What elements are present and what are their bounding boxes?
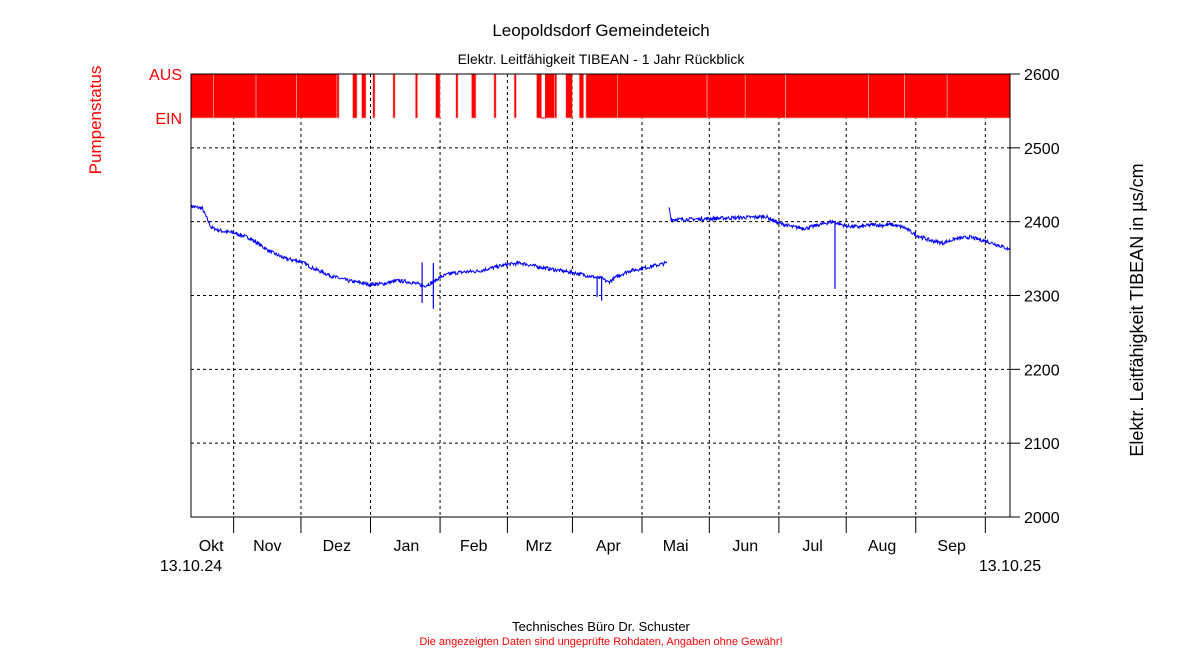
chart-title: Leopoldsdorf Gemeindeteich <box>492 21 709 40</box>
pump-on-bar <box>296 73 338 119</box>
pump-on-bar <box>352 73 358 119</box>
x-tick-label: Mrz <box>525 538 552 555</box>
pump-on-bar <box>213 73 257 119</box>
pump-on-bar <box>785 73 869 119</box>
pump-status-bars <box>190 73 1011 119</box>
pump-on-bar <box>565 73 573 119</box>
pump-on-bar <box>455 73 459 119</box>
pump-on-bar <box>435 73 441 119</box>
pump-on-bar <box>545 73 555 119</box>
y-tick-label: 2600 <box>1024 67 1060 84</box>
series-line <box>190 204 668 288</box>
x-start-label: 13.10.24 <box>160 558 222 575</box>
pump-on-bar <box>361 73 367 119</box>
x-tick-label: Nov <box>253 538 281 555</box>
grid-lines <box>191 74 1010 517</box>
pump-on-bar <box>554 73 558 119</box>
pump-label-on: EIN <box>155 111 182 128</box>
chart-subtitle: Elektr. Leitfähigkeit TIBEAN - 1 Jahr Rü… <box>458 51 746 67</box>
footer-disclaimer: Die angezeigten Daten sind ungeprüfte Ro… <box>419 636 782 648</box>
pump-on-bar <box>946 73 1011 119</box>
x-end-label: 13.10.25 <box>979 558 1041 575</box>
x-tick-label: Sep <box>937 538 966 555</box>
y-axis-label: Elektr. Leitfähigkeit TIBEAN in µs/cm <box>1127 163 1147 456</box>
x-tick-label: Aug <box>868 538 896 555</box>
y-tick-label: 2500 <box>1024 141 1060 158</box>
pump-off-gap <box>540 73 547 119</box>
series-line <box>668 207 1011 251</box>
pump-label-off: AUS <box>149 67 182 84</box>
x-tick-label: Apr <box>596 538 622 555</box>
pump-on-bar <box>585 73 618 119</box>
y-tick-label: 2200 <box>1024 362 1060 379</box>
pump-on-bar <box>190 73 214 119</box>
pump-on-bar <box>744 73 786 119</box>
pump-on-bar <box>415 73 418 119</box>
series-lines <box>190 204 1011 309</box>
footer-company: Technisches Büro Dr. Schuster <box>512 619 690 634</box>
pump-on-bar <box>336 73 340 119</box>
pump-on-bar <box>578 73 584 119</box>
y-axis: 2000 2100 2200 2300 2400 2500 2600 <box>1010 67 1060 527</box>
pump-on-bar <box>372 73 376 119</box>
pump-on-bar <box>868 73 905 119</box>
x-tick-label: Jun <box>732 538 758 555</box>
pump-on-bar <box>536 73 542 119</box>
x-tick-label: Jan <box>394 538 420 555</box>
pump-on-bar <box>392 73 396 119</box>
x-tick-label: Okt <box>199 538 224 555</box>
pump-status-axis-title: Pumpenstatus <box>86 66 105 175</box>
pump-on-bar <box>493 73 497 119</box>
y-tick-label: 2100 <box>1024 436 1060 453</box>
pump-on-bar <box>706 73 746 119</box>
pump-on-bar <box>471 73 477 119</box>
pump-on-bar <box>513 73 517 119</box>
y-tick-label: 2000 <box>1024 510 1060 527</box>
y-tick-label: 2300 <box>1024 289 1060 306</box>
x-tick-label: Feb <box>460 538 488 555</box>
pump-on-bar <box>255 73 297 119</box>
x-tick-label: Jul <box>802 538 822 555</box>
pump-on-bar <box>617 73 708 119</box>
x-tick-label: Mai <box>663 538 689 555</box>
x-axis: Okt Nov Dez Jan Feb Mrz Apr Mai Jun Jul Aug Sep <box>199 517 986 555</box>
pump-on-bar <box>904 73 948 119</box>
y-tick-label: 2400 <box>1024 215 1060 232</box>
x-tick-label: Dez <box>323 538 351 555</box>
